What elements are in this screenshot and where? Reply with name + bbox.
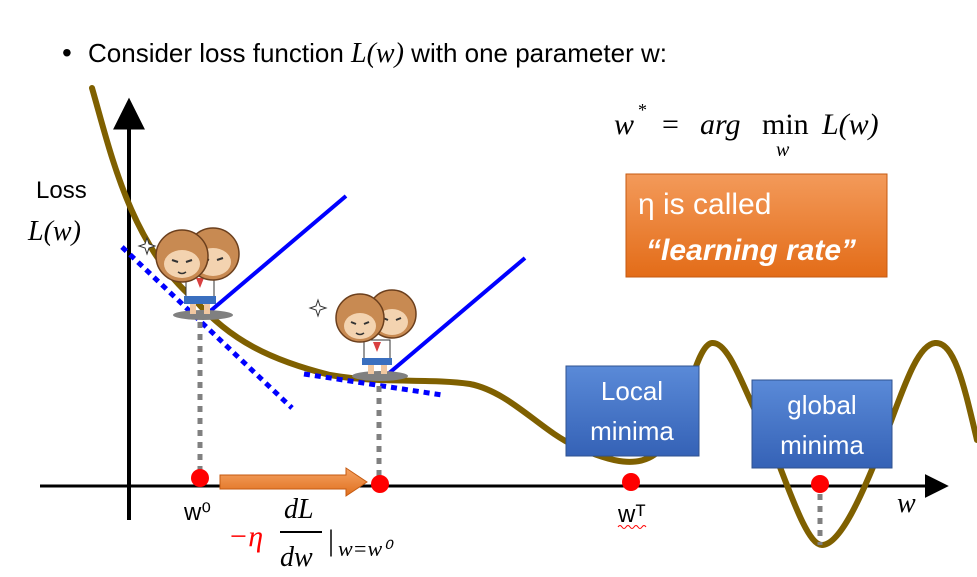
formula-denominator: dw: [280, 542, 313, 573]
learning-rate-box: η is called “learning rate”: [625, 173, 888, 278]
global-minima-box: global minima: [751, 379, 893, 469]
cartoon-character-icon: [335, 289, 417, 381]
tangent-dotted-2: [303, 371, 443, 398]
objective-fn: L(w): [821, 108, 879, 141]
update-formula: −η dL dw | w=w⁰: [228, 494, 394, 573]
update-arrow: [219, 467, 368, 497]
objective-star: *: [638, 100, 647, 120]
label-w0: w⁰: [183, 499, 211, 526]
formula-eval-bar: |: [328, 524, 334, 557]
learning-rate-line1: η is called: [638, 188, 771, 221]
objective-min: min: [762, 108, 809, 141]
cartoon-character-icon: [155, 227, 240, 320]
y-axis-label: Loss L(w): [27, 177, 87, 247]
point-wT: [622, 473, 640, 491]
direction-line-2: [386, 256, 527, 376]
label-wT: wᵀ: [617, 501, 646, 528]
sparkle-icon: [308, 298, 328, 318]
local-minima-line1: Local: [601, 376, 663, 406]
y-axis-label-line2: L(w): [27, 216, 81, 247]
objective-formula: w * = arg min w L(w): [614, 100, 879, 161]
x-axis-label: w: [897, 488, 916, 519]
bullet-text-before: Consider loss function: [88, 38, 351, 68]
point-w0: [191, 469, 209, 487]
bullet-text-after: with one parameter w:: [404, 38, 667, 68]
point-w1: [371, 475, 389, 493]
sparkle-icon: [137, 236, 157, 256]
global-minima-line2: minima: [780, 430, 864, 460]
direction-line-1: [206, 194, 348, 315]
learning-rate-line2: “learning rate”: [646, 234, 856, 267]
bullet-line: • Consider loss function L(w) with one p…: [62, 37, 667, 69]
objective-min-subscript: w: [776, 139, 790, 161]
bullet-text: Consider loss function L(w) with one par…: [88, 38, 667, 69]
local-minima-line2: minima: [590, 416, 674, 446]
formula-eval-at: w=w⁰: [338, 536, 394, 561]
local-minima-box: Local minima: [565, 365, 700, 457]
formula-minus-eta: −η: [228, 520, 263, 553]
formula-numerator: dL: [284, 494, 314, 525]
bullet-symbol: •: [62, 37, 72, 68]
global-minima-line1: global: [787, 390, 856, 420]
bullet-math-fn: L(w): [350, 38, 404, 69]
objective-argmin: arg: [700, 108, 741, 141]
point-global: [811, 475, 829, 493]
objective-lhs: w: [614, 108, 634, 141]
objective-equals: =: [662, 108, 679, 141]
y-axis-label-line1: Loss: [36, 177, 87, 204]
label-wT-underline: [617, 525, 647, 529]
